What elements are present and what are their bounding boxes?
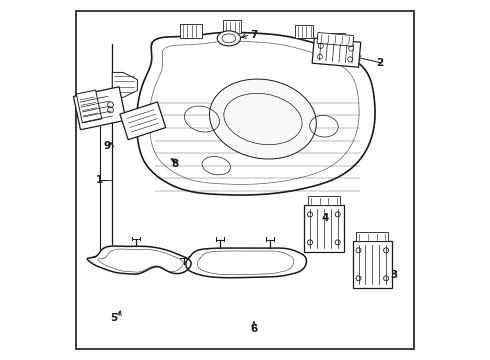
Bar	[331, 33, 345, 45]
Bar	[353, 241, 392, 288]
Text: 5: 5	[110, 313, 118, 323]
Bar	[356, 232, 389, 241]
Text: 2: 2	[376, 58, 383, 68]
Bar	[308, 196, 340, 205]
Ellipse shape	[217, 31, 241, 46]
Polygon shape	[76, 90, 102, 123]
Text: 9: 9	[103, 141, 111, 151]
Bar	[304, 205, 343, 252]
Text: 8: 8	[172, 159, 179, 169]
Ellipse shape	[210, 79, 317, 159]
Polygon shape	[112, 72, 137, 98]
Text: 7: 7	[250, 30, 258, 40]
Text: 1: 1	[96, 175, 103, 185]
Polygon shape	[87, 246, 191, 274]
Polygon shape	[317, 32, 354, 46]
Text: 3: 3	[390, 270, 397, 280]
Text: 6: 6	[250, 324, 258, 334]
Bar	[180, 24, 202, 39]
Polygon shape	[74, 87, 126, 130]
Bar	[223, 21, 242, 33]
Text: 4: 4	[322, 213, 329, 222]
Polygon shape	[137, 32, 375, 195]
Polygon shape	[312, 38, 361, 67]
Bar	[295, 25, 313, 39]
Polygon shape	[186, 248, 306, 278]
Polygon shape	[120, 102, 166, 140]
